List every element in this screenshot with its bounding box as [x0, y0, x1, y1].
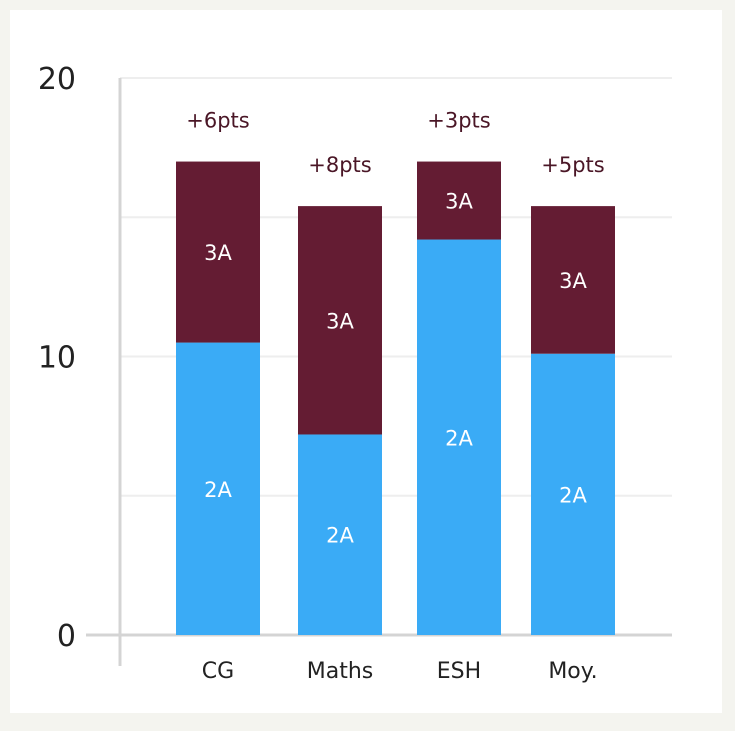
x-tick-labels: CG Maths ESH Moy.	[202, 659, 598, 684]
segment-label: 2A	[445, 426, 473, 450]
bar-segment-2a	[417, 239, 501, 635]
x-tick-label: Moy.	[548, 659, 597, 684]
y-tick-labels: 0 10 20	[38, 62, 76, 654]
bars	[176, 161, 615, 635]
points-annotation: +8pts	[308, 153, 371, 177]
segment-label: 2A	[559, 483, 587, 507]
labels: 2A 3A +6pts 2A 3A +8pts 2A 3A +3pts 2A 3A +5pts	[186, 109, 604, 548]
points-annotation: +3pts	[427, 109, 490, 133]
points-annotation: +5pts	[541, 153, 604, 177]
bar-segment-3a	[298, 206, 382, 435]
y-tick-label: 0	[57, 619, 76, 654]
chart-card: 0 10 20 2A 3A +6pts 2A 3A +8pts 2A 3A +3pts 2A 3A +5p…	[10, 10, 722, 713]
bar-segment-2a	[531, 353, 615, 635]
y-tick-label: 20	[38, 62, 76, 97]
segment-label: 3A	[204, 241, 232, 265]
y-tick-label: 10	[38, 341, 76, 376]
x-tick-label: CG	[202, 659, 234, 684]
points-annotation: +6pts	[186, 109, 249, 133]
bar-segment-3a	[531, 206, 615, 354]
bar-segment-2a	[298, 434, 382, 635]
segment-label: 3A	[559, 269, 587, 293]
x-tick-label: ESH	[437, 659, 481, 684]
segment-label: 3A	[326, 309, 354, 333]
x-tick-label: Maths	[307, 659, 374, 684]
stacked-bar-chart: 0 10 20 2A 3A +6pts 2A 3A +8pts 2A 3A +3pts 2A 3A +5p…	[38, 62, 672, 684]
bar-segment-2a	[176, 342, 260, 635]
segment-label: 2A	[204, 478, 232, 502]
segment-label: 3A	[445, 190, 473, 214]
bar-segment-3a	[176, 161, 260, 343]
bar-segment-3a	[417, 161, 501, 240]
segment-label: 2A	[326, 524, 354, 548]
